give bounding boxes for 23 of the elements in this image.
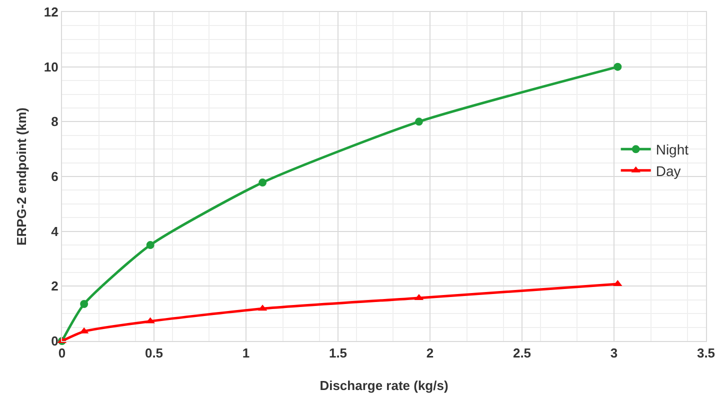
x-tick-label: 3 [610, 346, 618, 361]
point [414, 118, 423, 126]
point [258, 178, 267, 187]
x-tick-label: 1.5 [328, 346, 348, 361]
y-axis-title: ERPG-2 endpoint (km) [14, 108, 29, 246]
y-tick-label: 4 [51, 224, 60, 239]
y-tick-label: 10 [44, 59, 58, 74]
point [80, 300, 88, 308]
legend-label: Night [656, 142, 689, 158]
point [146, 241, 154, 250]
y-tick-label: 6 [51, 169, 58, 184]
y-tick-label: 0 [51, 334, 58, 349]
y-tick-label: 8 [51, 114, 58, 130]
x-tick-label: 1 [242, 346, 250, 361]
x-tick-label: 0.5 [144, 346, 164, 361]
x-tick-label: 2.5 [512, 346, 532, 361]
y-tick-label: 12 [44, 4, 58, 20]
legend-label: Day [656, 162, 681, 179]
point [614, 62, 622, 71]
x-tick-label: 2 [426, 346, 434, 361]
y-tick-label: 2 [51, 278, 58, 294]
x-axis-title: Discharge rate (kg/s) [320, 378, 448, 393]
x-tick-label: 3.5 [696, 346, 716, 361]
